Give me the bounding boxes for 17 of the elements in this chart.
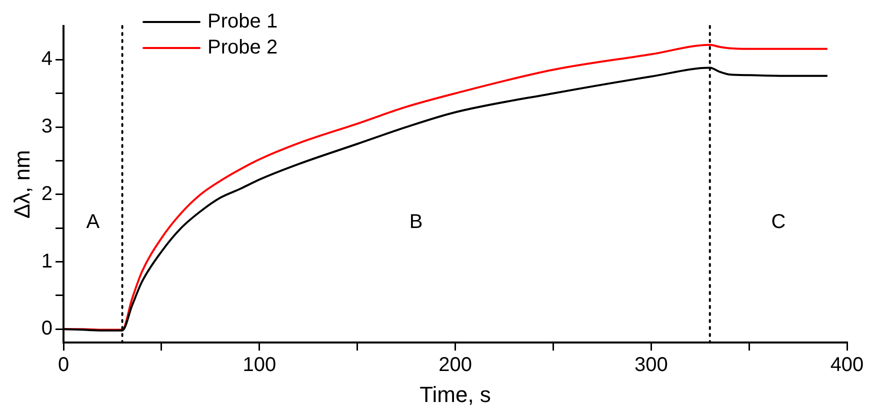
legend-label: Probe 1 — [208, 10, 278, 33]
annotation: B — [409, 210, 423, 233]
x-tick-label: 400 — [830, 354, 864, 376]
legend-label: Probe 2 — [208, 36, 278, 59]
x-tick-label: 0 — [58, 354, 70, 376]
annotation: C — [771, 210, 786, 233]
y-tick-label: 4 — [41, 48, 53, 70]
x-tick-label: 200 — [438, 354, 472, 376]
y-tick-label: 1 — [41, 250, 53, 272]
x-tick-label: 300 — [634, 354, 668, 376]
x-axis-title: Time, s — [420, 382, 491, 407]
annotation: A — [86, 210, 100, 233]
x-tick-label: 100 — [242, 354, 276, 376]
y-axis-title: Δλ, nm — [9, 150, 34, 219]
y-tick-label: 3 — [41, 116, 53, 138]
y-tick-label: 0 — [41, 318, 53, 340]
y-tick-label: 2 — [41, 182, 53, 205]
